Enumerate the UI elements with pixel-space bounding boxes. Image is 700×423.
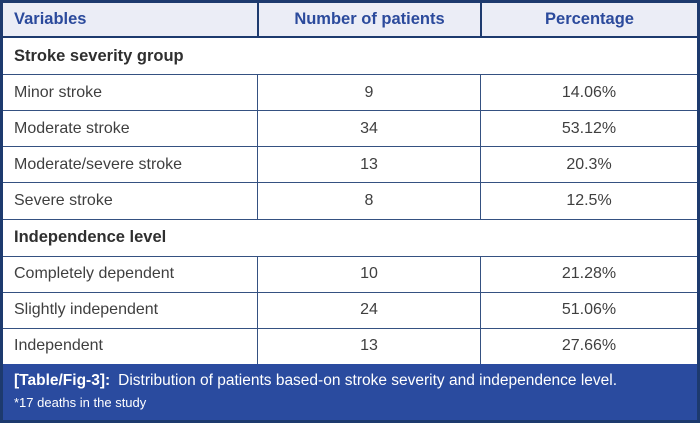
- cell-percentage: 12.5%: [480, 183, 697, 219]
- cell-number-of-patients: 9: [257, 75, 480, 111]
- caption-footnote: *17 deaths in the study: [14, 394, 147, 410]
- table-header-row: Variables Number of patients Percentage: [3, 3, 697, 38]
- section-row-stroke-severity-group: Stroke severity group: [3, 38, 697, 76]
- cell-percentage: 20.3%: [480, 147, 697, 183]
- column-header-variables: Variables: [14, 10, 87, 28]
- table-row-minor-stroke: Minor stroke 9 14.06%: [3, 75, 697, 112]
- cell-number-of-patients: 34: [257, 111, 480, 147]
- section-title: Stroke severity group: [14, 46, 184, 65]
- table-row-completely-dependent: Completely dependent 10 21.28%: [3, 256, 697, 293]
- cell-variable: Severe stroke: [14, 191, 113, 209]
- cell-percentage: 21.28%: [480, 256, 697, 292]
- table-row-moderate-stroke: Moderate stroke 34 53.12%: [3, 111, 697, 148]
- table-row-independent: Independent 13 27.66%: [3, 328, 697, 364]
- cell-percentage: 51.06%: [480, 292, 697, 328]
- cell-variable: Slightly independent: [14, 301, 159, 319]
- cell-percentage: 14.06%: [480, 75, 697, 111]
- section-title: Independence level: [14, 228, 167, 247]
- table-caption: [Table/Fig-3]: Distribution of patients b…: [3, 363, 697, 420]
- cell-percentage: 53.12%: [480, 111, 697, 147]
- cell-percentage: 27.66%: [480, 328, 697, 364]
- cell-number-of-patients: 13: [257, 328, 480, 364]
- column-header-percentage: Percentage: [480, 3, 697, 36]
- table-row-severe-stroke: Severe stroke 8 12.5%: [3, 183, 697, 220]
- cell-variable: Independent: [14, 337, 103, 355]
- caption-text: Distribution of patients based-on stroke…: [118, 371, 618, 389]
- cell-variable: Moderate/severe stroke: [14, 155, 183, 173]
- cell-number-of-patients: 24: [257, 292, 480, 328]
- caption-label: [Table/Fig-3]:: [14, 371, 111, 389]
- cell-number-of-patients: 8: [257, 183, 480, 219]
- table-row-moderate-severe-stroke: Moderate/severe stroke 13 20.3%: [3, 147, 697, 184]
- table-row-slightly-independent: Slightly independent 24 51.06%: [3, 292, 697, 329]
- caption-line: [Table/Fig-3]: Distribution of patients b…: [14, 371, 686, 391]
- cell-variable: Completely dependent: [14, 265, 175, 283]
- cell-number-of-patients: 13: [257, 147, 480, 183]
- cell-number-of-patients: 10: [257, 256, 480, 292]
- cell-variable: Minor stroke: [14, 83, 103, 101]
- cell-variable: Moderate stroke: [14, 119, 130, 137]
- section-row-independence-level: Independence level: [3, 220, 697, 257]
- column-header-number-of-patients: Number of patients: [257, 3, 480, 36]
